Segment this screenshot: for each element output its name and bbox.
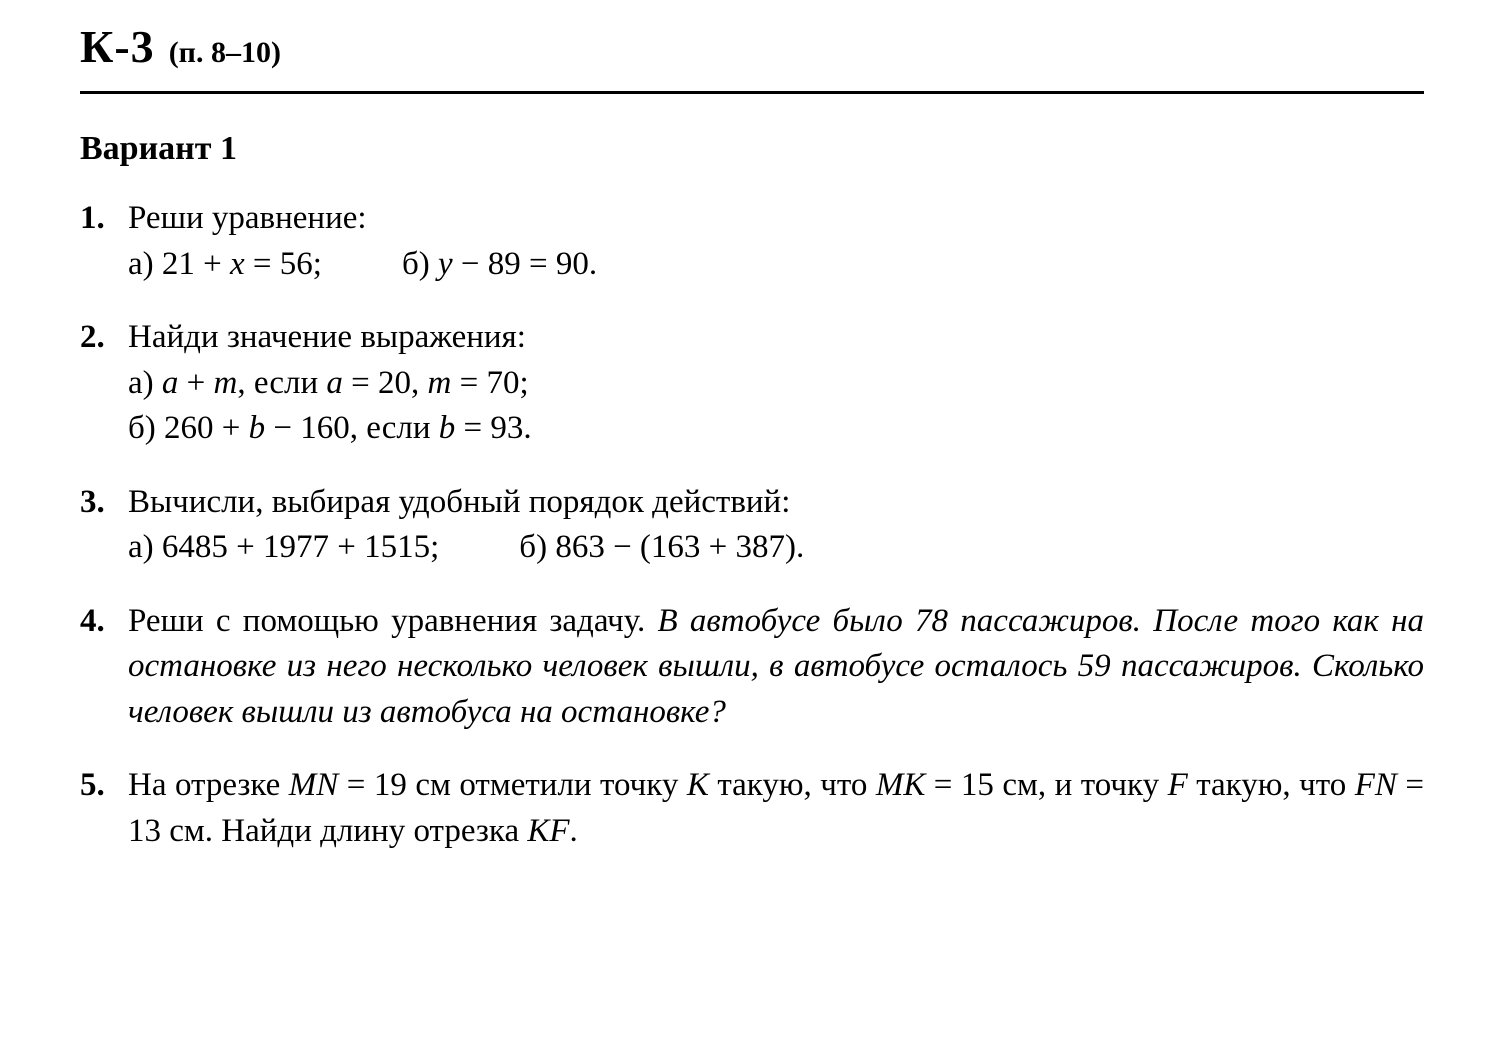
problem-number: 1.	[80, 196, 128, 287]
subpart-expr: 21 + x = 56;	[162, 246, 322, 282]
problem-body: Реши с помощью уравнения задачу. В автоб…	[128, 599, 1424, 736]
subparts-row: а) 21 + x = 56; б) y − 89 = 90.	[128, 242, 1424, 288]
subpart-label: а)	[128, 246, 154, 282]
problem-prompt: Вычисли, выбирая удобный порядок действи…	[128, 480, 1424, 526]
subpart-label: б)	[402, 246, 430, 282]
subpart-expr: y − 89 = 90.	[438, 246, 597, 282]
problem-prompt: Реши с помощью уравнения задачу.	[128, 603, 657, 639]
problem-number: 5.	[80, 763, 128, 854]
subpart: б) 260 + b − 160, если b = 93.	[128, 406, 1424, 452]
problem-body: Вычисли, выбирая удобный порядок действи…	[128, 480, 1424, 571]
problem-number: 3.	[80, 480, 128, 571]
problem-body: Реши уравнение: а) 21 + x = 56; б) y − 8…	[128, 196, 1424, 287]
problem-item: 2. Найди значение выражения: а) a + m, е…	[80, 315, 1424, 452]
problem-prompt: Найди значение выражения:	[128, 315, 1424, 361]
problem-item: 4. Реши с помощью уравнения задачу. В ав…	[80, 599, 1424, 736]
subpart: а) 21 + x = 56;	[128, 242, 322, 288]
subpart: б) y − 89 = 90.	[402, 242, 597, 288]
subpart: а) a + m, если a = 20, m = 70;	[128, 361, 1424, 407]
subpart-expr: 6485 + 1977 + 1515;	[162, 529, 439, 565]
problem-body: На отрезке MN = 19 см отметили точку K т…	[128, 763, 1424, 854]
problem-item: 5. На отрезке MN = 19 см отметили точку …	[80, 763, 1424, 854]
subparts-col: а) a + m, если a = 20, m = 70; б) 260 + …	[128, 361, 1424, 452]
test-code: К-3	[80, 20, 155, 73]
subpart-label: а)	[128, 529, 154, 565]
problem-item: 3. Вычисли, выбирая удобный порядок дейс…	[80, 480, 1424, 571]
problem-body: Найди значение выражения: а) a + m, если…	[128, 315, 1424, 452]
problem-number: 4.	[80, 599, 128, 736]
subpart: б) 863 − (163 + 387).	[519, 525, 804, 571]
subpart: а) 6485 + 1977 + 1515;	[128, 525, 439, 571]
subpart-label: б)	[128, 410, 156, 446]
problem-number: 2.	[80, 315, 128, 452]
variant-label: Вариант 1	[80, 130, 1424, 168]
subpart-label: б)	[519, 529, 547, 565]
subpart-expr: 863 − (163 + 387).	[555, 529, 804, 565]
test-paragraphs: (п. 8–10)	[169, 36, 281, 70]
problem-prompt: Реши уравнение:	[128, 196, 1424, 242]
subpart-expr: a + m, если a = 20, m = 70;	[162, 365, 529, 401]
problem-list: 1. Реши уравнение: а) 21 + x = 56; б) y …	[80, 196, 1424, 854]
header: К-3 (п. 8–10)	[80, 20, 1424, 94]
subparts-row: а) 6485 + 1977 + 1515; б) 863 − (163 + 3…	[128, 525, 1424, 571]
problem-item: 1. Реши уравнение: а) 21 + x = 56; б) y …	[80, 196, 1424, 287]
subpart-label: а)	[128, 365, 154, 401]
subpart-expr: 260 + b − 160, если b = 93.	[164, 410, 532, 446]
